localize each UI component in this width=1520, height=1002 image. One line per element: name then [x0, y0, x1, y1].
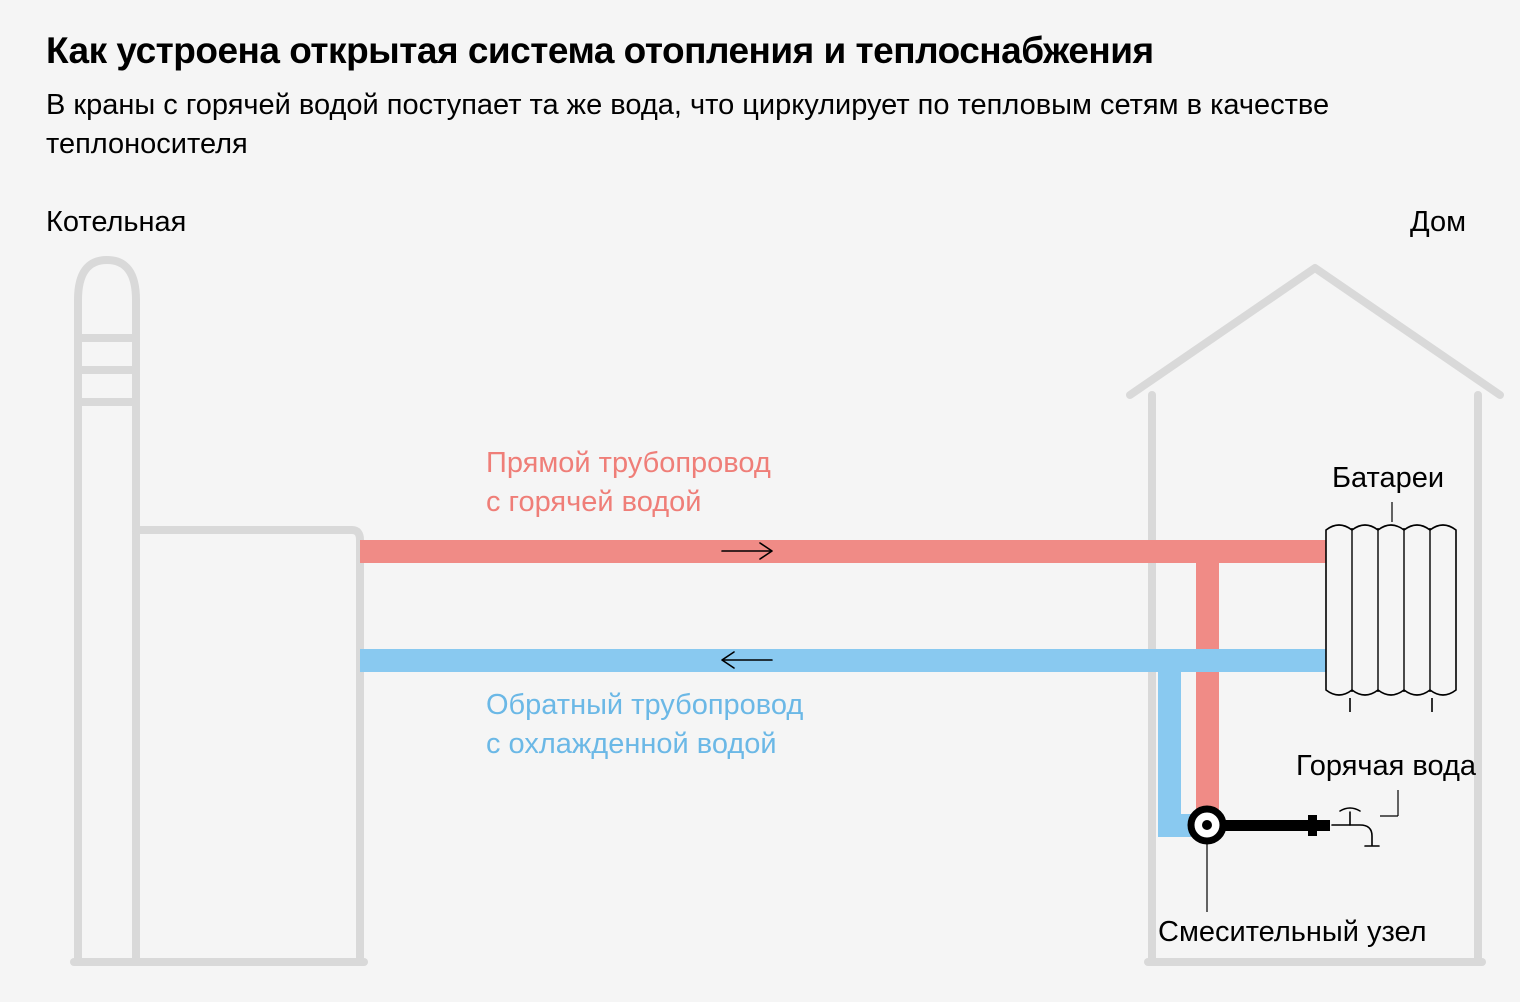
label-mixer: Смесительный узел [1158, 916, 1427, 949]
label-hot-pipe: Прямой трубопровод с горячей водой [486, 444, 771, 522]
mixer-icon [1191, 809, 1223, 912]
hot-water-output [1222, 790, 1398, 846]
boiler-icon [74, 260, 364, 962]
label-hot-pipe-line1: Прямой трубопровод [486, 447, 771, 479]
hot-pipe [360, 540, 1326, 816]
label-boiler: Котельная [46, 206, 186, 239]
label-cold-pipe-line1: Обратный трубопровод [486, 689, 803, 721]
label-cold-pipe-line2: с охлажденной водой [486, 728, 777, 760]
diagram-card: Как устроена открытая система отопления … [0, 0, 1520, 1002]
label-radiator: Батареи [1332, 462, 1444, 495]
label-house: Дом [1410, 206, 1466, 239]
label-hot-pipe-line2: с горячей водой [486, 486, 701, 518]
label-cold-pipe: Обратный трубопровод с охлажденной водой [486, 686, 803, 764]
label-hot-water: Горячая вода [1296, 750, 1476, 783]
tap-icon [1332, 808, 1379, 846]
radiator-icon [1326, 502, 1456, 712]
